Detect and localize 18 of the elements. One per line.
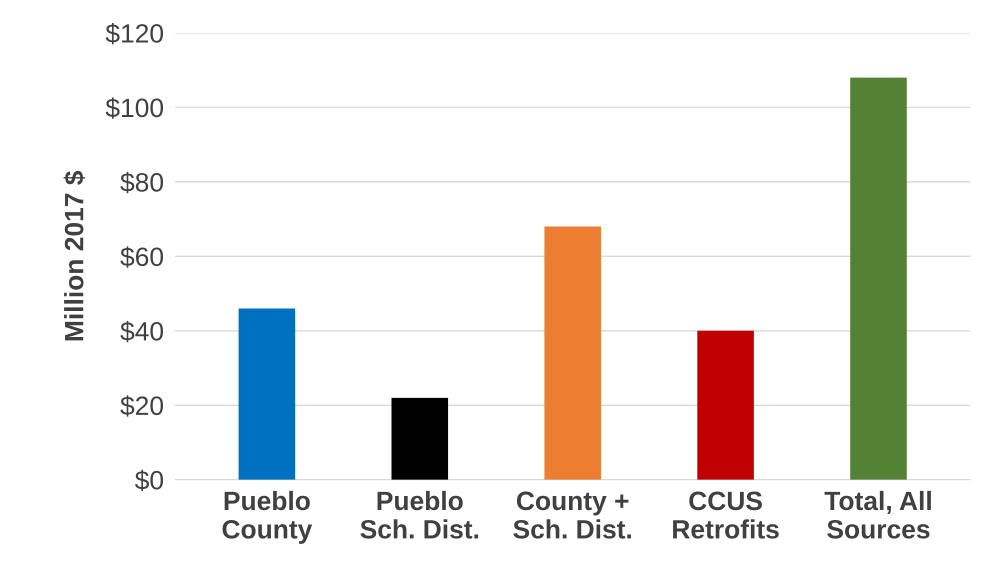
y-tick-label: $80 <box>120 172 164 194</box>
y-tick-label: $0 <box>134 470 164 492</box>
x-tick-label: Pueblo County <box>222 490 312 544</box>
y-tick-label: $60 <box>120 246 164 268</box>
x-tick-label: Pueblo Sch. Dist. <box>360 490 478 539</box>
x-tick-label: Total, All Sources <box>824 490 931 539</box>
y-tick-label: $40 <box>120 320 164 342</box>
x-tick-label: County + Sch. Dist. <box>513 492 631 539</box>
bar <box>697 330 754 480</box>
x-tick-label: CCUS Retrofits <box>673 492 779 539</box>
y-tick-label: $100 <box>106 97 164 119</box>
bar <box>544 226 601 480</box>
bar <box>238 308 296 480</box>
bar <box>392 398 448 480</box>
y-tick-label: $120 <box>106 22 164 44</box>
y-tick-label: $20 <box>120 395 164 417</box>
bar <box>850 78 907 480</box>
y-axis-title: Million 2017 $ <box>64 170 86 340</box>
